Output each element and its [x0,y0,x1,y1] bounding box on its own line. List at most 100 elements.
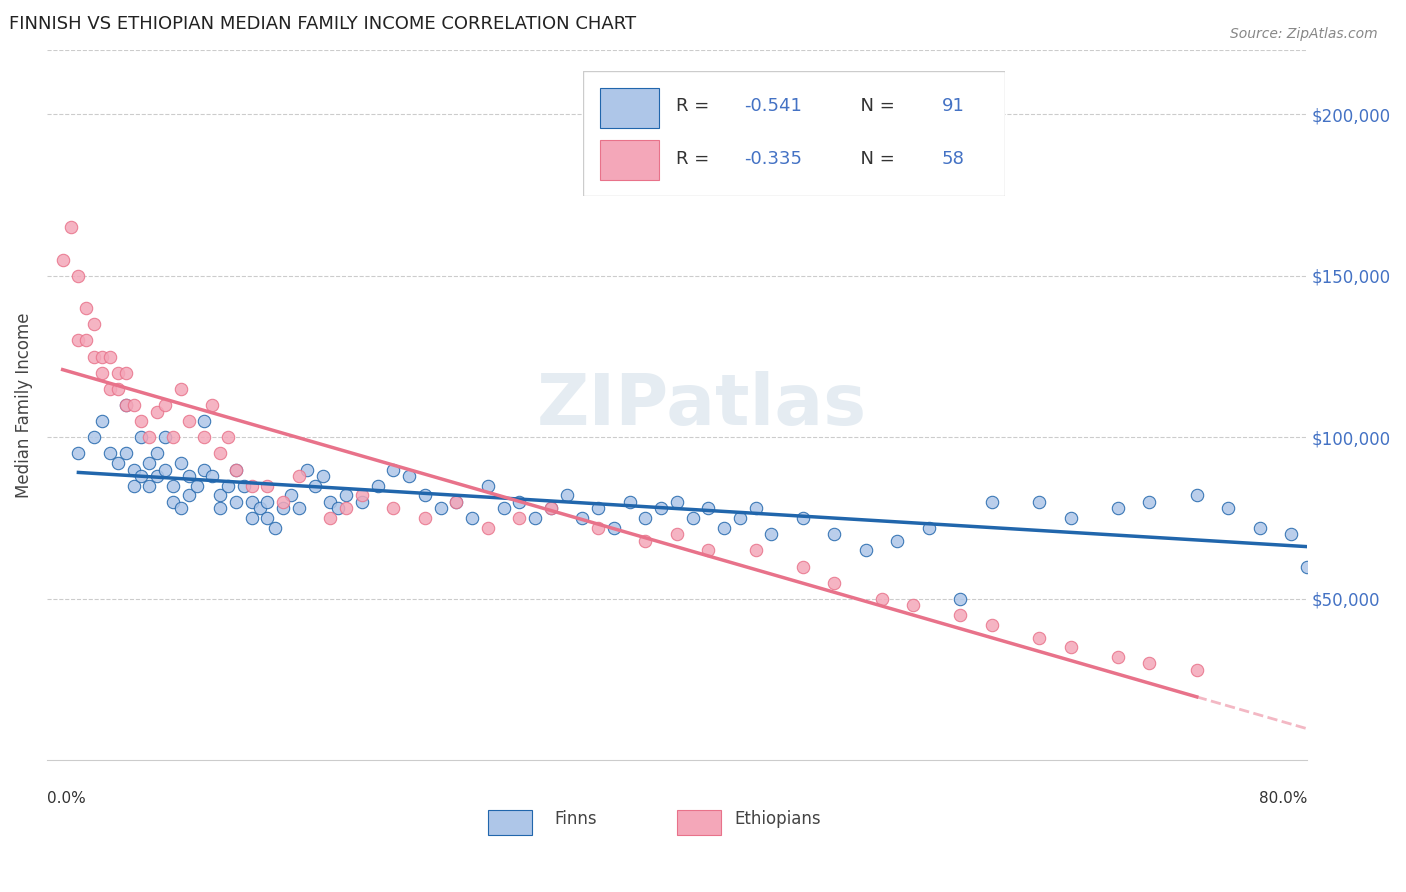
Point [311,469,333,483]
Point [1107,649,1129,664]
Point [162,479,184,493]
Point [217,430,239,444]
Point [792,559,814,574]
Point [508,511,530,525]
Point [186,479,208,493]
Point [98,382,121,396]
Point [319,511,342,525]
Point [146,404,169,418]
Point [665,527,688,541]
Point [114,446,136,460]
Point [1060,511,1083,525]
Point [855,543,877,558]
Point [122,463,145,477]
Point [131,469,153,483]
Point [67,268,90,283]
Point [508,495,530,509]
Point [1107,501,1129,516]
Point [67,334,90,348]
Point [288,501,311,516]
Text: R =: R = [676,150,716,168]
Point [540,501,562,516]
Point [201,469,224,483]
Point [162,495,184,509]
Y-axis label: Median Family Income: Median Family Income [15,312,32,498]
Point [1185,663,1208,677]
Point [328,501,350,516]
Point [153,463,176,477]
FancyBboxPatch shape [488,810,531,835]
FancyBboxPatch shape [600,140,659,180]
Point [153,430,176,444]
Point [193,463,215,477]
Point [98,350,121,364]
Point [240,479,263,493]
Point [138,430,160,444]
Point [540,501,562,516]
Point [280,488,302,502]
Point [1028,631,1050,645]
Point [382,463,405,477]
Point [586,501,609,516]
FancyBboxPatch shape [602,93,955,178]
Text: -0.541: -0.541 [744,97,801,115]
Point [697,543,720,558]
Point [131,414,153,428]
Point [83,350,105,364]
FancyBboxPatch shape [676,810,721,835]
Point [1279,527,1302,541]
Point [91,366,114,380]
Point [634,511,657,525]
Point [1249,521,1271,535]
Point [761,527,783,541]
Point [170,456,193,470]
Point [83,430,105,444]
Point [91,414,114,428]
Point [713,521,735,535]
Point [170,382,193,396]
Point [682,511,704,525]
Point [382,501,405,516]
Point [256,495,278,509]
Point [232,479,254,493]
Point [177,414,200,428]
Text: 58: 58 [942,150,965,168]
Text: -0.335: -0.335 [744,150,801,168]
Point [201,398,224,412]
Point [634,533,657,548]
Point [91,350,114,364]
Point [335,501,357,516]
Point [107,382,129,396]
Point [918,521,941,535]
FancyBboxPatch shape [583,71,1005,196]
Point [107,456,129,470]
Point [571,511,593,525]
Point [903,599,925,613]
Point [398,469,420,483]
Point [75,301,97,315]
Point [138,456,160,470]
Point [75,334,97,348]
Point [225,463,247,477]
Point [59,220,82,235]
Point [138,479,160,493]
Point [949,607,972,622]
Point [209,501,232,516]
Point [177,469,200,483]
Point [586,521,609,535]
Point [249,501,271,516]
Point [461,511,484,525]
Point [256,511,278,525]
Point [981,617,1004,632]
Point [240,495,263,509]
Point [83,318,105,332]
Point [1060,640,1083,655]
Point [122,398,145,412]
Point [824,575,846,590]
Point [295,463,318,477]
Point [1139,495,1161,509]
Point [1218,501,1240,516]
Point [271,495,294,509]
Point [697,501,720,516]
Point [114,398,136,412]
